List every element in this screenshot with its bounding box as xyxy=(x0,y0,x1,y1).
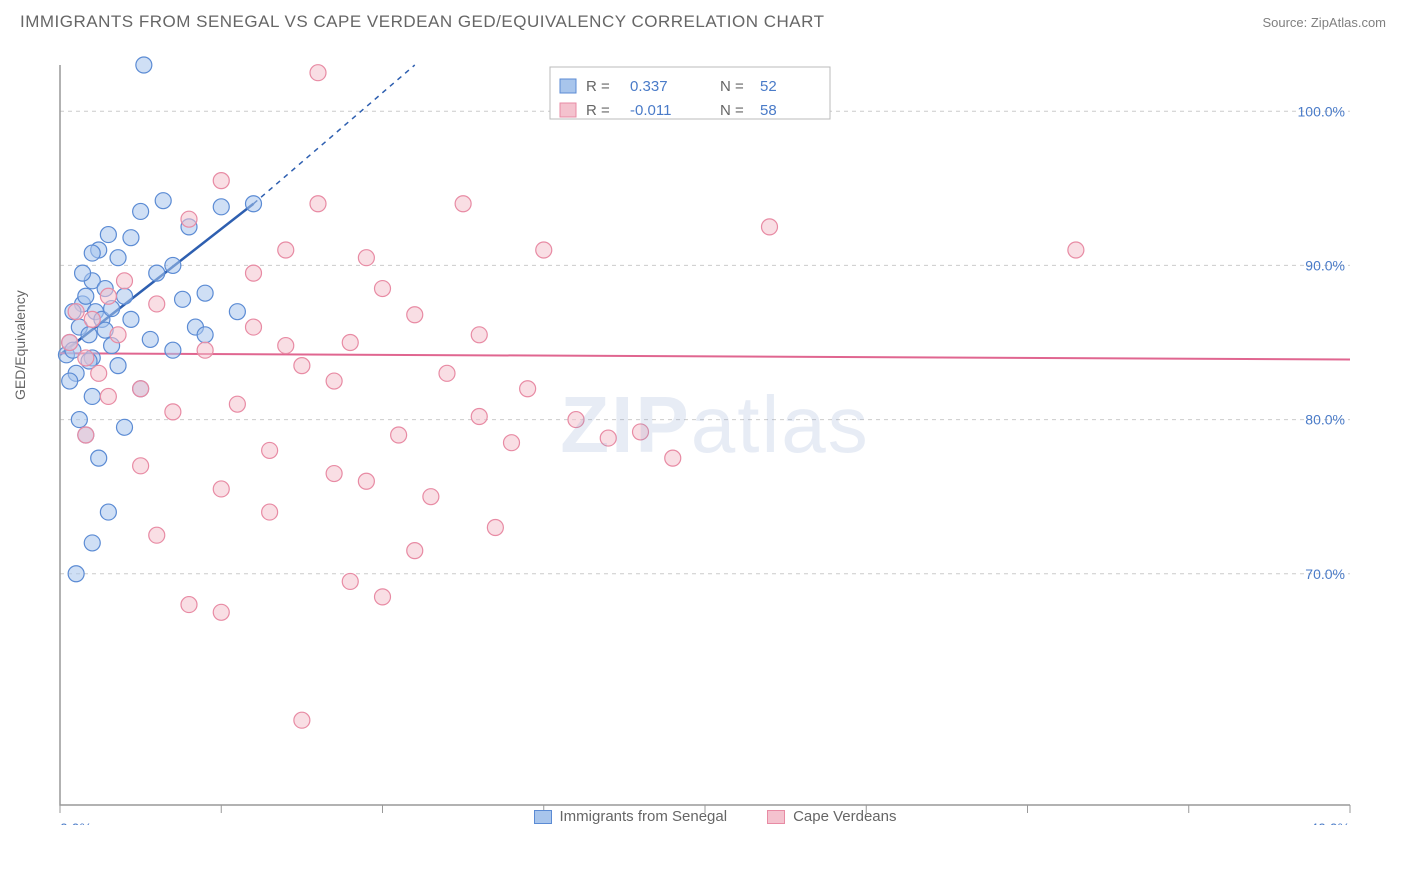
svg-text:N =: N = xyxy=(720,78,744,95)
svg-text:0.337: 0.337 xyxy=(630,78,668,95)
legend-swatch xyxy=(767,810,785,824)
legend-bottom: Immigrants from Senegal Cape Verdeans xyxy=(50,808,1380,825)
legend-label: Cape Verdeans xyxy=(793,808,896,825)
chart-container: 70.0%80.0%90.0%100.0%0.0%40.0%R =0.337N … xyxy=(50,55,1380,825)
svg-text:-0.011: -0.011 xyxy=(630,102,671,119)
legend-swatch xyxy=(534,810,552,824)
svg-text:100.0%: 100.0% xyxy=(1298,103,1345,119)
source-label: Source: ZipAtlas.com xyxy=(1262,15,1386,30)
legend-label: Immigrants from Senegal xyxy=(560,808,728,825)
legend-item: Immigrants from Senegal xyxy=(534,808,728,825)
svg-text:80.0%: 80.0% xyxy=(1305,412,1345,428)
legend-item: Cape Verdeans xyxy=(767,808,896,825)
y-axis-label: GED/Equivalency xyxy=(12,290,28,400)
svg-text:N =: N = xyxy=(720,102,744,119)
chart-title: IMMIGRANTS FROM SENEGAL VS CAPE VERDEAN … xyxy=(20,12,824,32)
svg-text:R =: R = xyxy=(586,102,610,119)
scatter-chart-svg: 70.0%80.0%90.0%100.0%0.0%40.0%R =0.337N … xyxy=(50,55,1380,825)
svg-text:70.0%: 70.0% xyxy=(1305,566,1345,582)
svg-text:52: 52 xyxy=(760,78,777,95)
svg-text:58: 58 xyxy=(760,102,777,119)
svg-text:90.0%: 90.0% xyxy=(1305,257,1345,273)
svg-text:R =: R = xyxy=(586,78,610,95)
